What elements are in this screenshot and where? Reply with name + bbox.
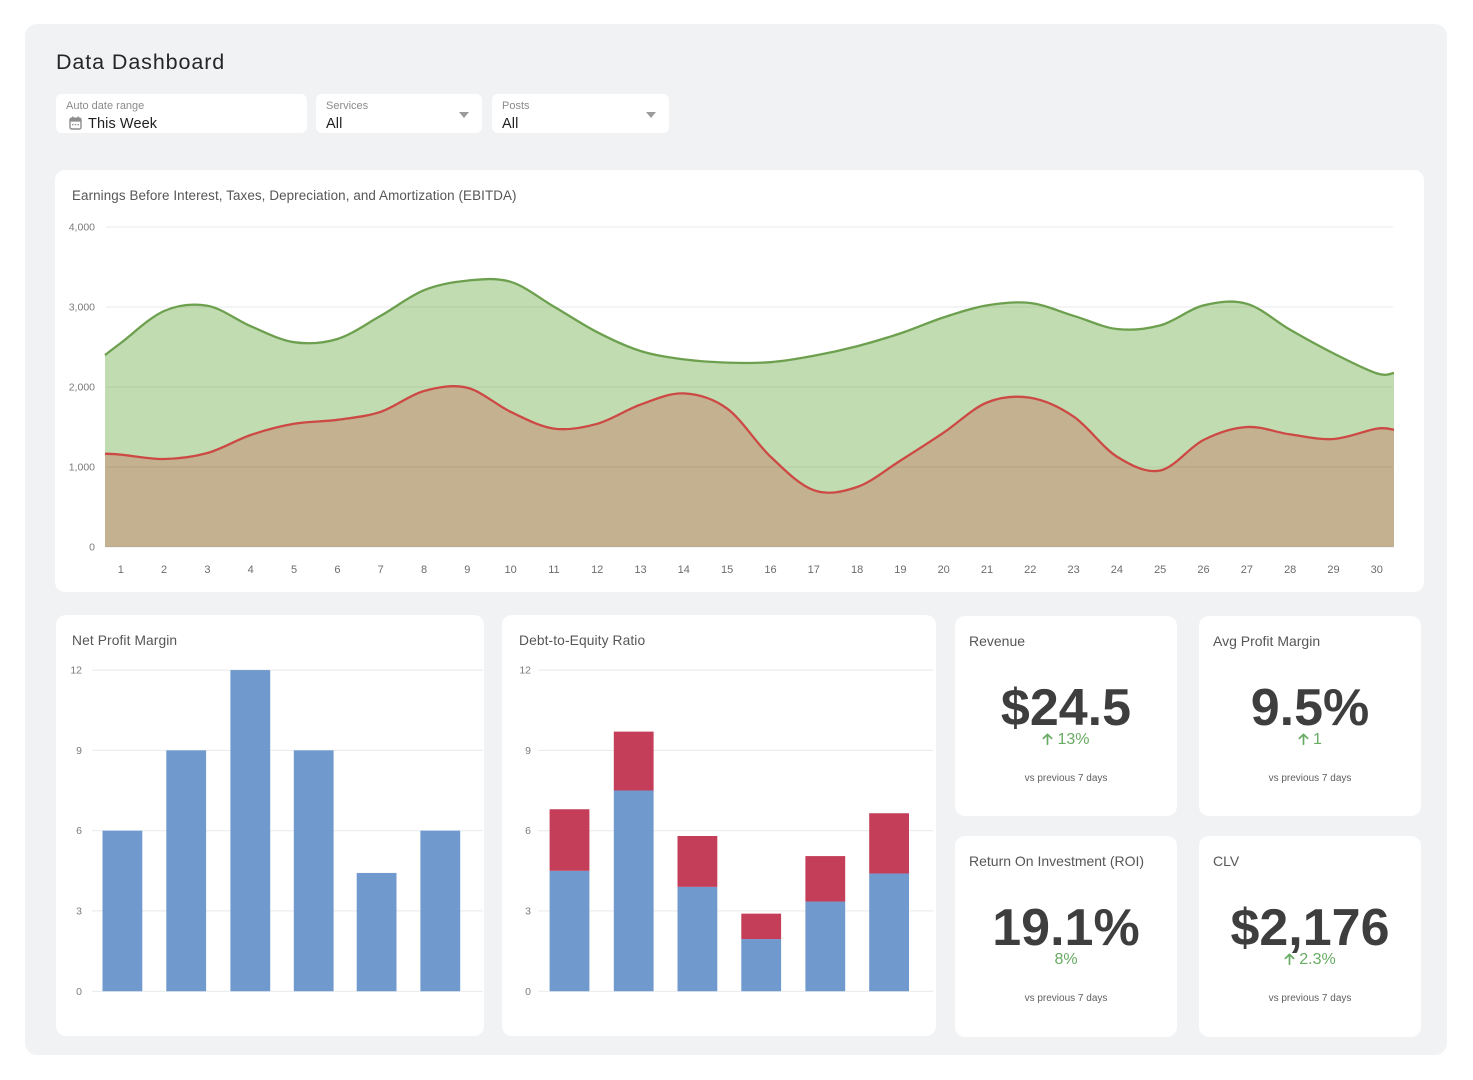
- svg-text:2: 2: [161, 564, 167, 576]
- svg-text:2,000: 2,000: [69, 382, 95, 394]
- svg-text:30: 30: [1371, 564, 1383, 576]
- svg-text:8: 8: [421, 564, 427, 576]
- svg-text:19: 19: [894, 564, 906, 576]
- svg-text:9: 9: [525, 745, 531, 757]
- svg-text:29: 29: [1327, 564, 1339, 576]
- svg-text:22: 22: [1024, 564, 1036, 576]
- svg-text:18: 18: [851, 564, 863, 576]
- svg-text:12: 12: [519, 665, 531, 677]
- svg-text:13: 13: [634, 564, 646, 576]
- svg-text:4: 4: [248, 564, 254, 576]
- svg-text:25: 25: [1154, 564, 1166, 576]
- svg-text:3: 3: [76, 905, 82, 917]
- svg-text:28: 28: [1284, 564, 1296, 576]
- svg-text:5: 5: [291, 564, 297, 576]
- svg-text:6: 6: [76, 825, 82, 837]
- svg-text:9: 9: [464, 564, 470, 576]
- svg-text:27: 27: [1241, 564, 1253, 576]
- svg-text:16: 16: [764, 564, 776, 576]
- svg-text:0: 0: [525, 986, 531, 998]
- svg-text:12: 12: [70, 665, 82, 677]
- svg-text:15: 15: [721, 564, 733, 576]
- svg-text:1: 1: [118, 564, 124, 576]
- svg-text:6: 6: [334, 564, 340, 576]
- svg-text:3: 3: [204, 564, 210, 576]
- svg-text:12: 12: [591, 564, 603, 576]
- svg-text:7: 7: [378, 564, 384, 576]
- svg-text:0: 0: [76, 986, 82, 998]
- svg-text:9: 9: [76, 745, 82, 757]
- svg-text:23: 23: [1067, 564, 1079, 576]
- svg-text:11: 11: [548, 564, 559, 576]
- svg-text:26: 26: [1197, 564, 1209, 576]
- svg-text:3,000: 3,000: [69, 302, 95, 314]
- svg-text:20: 20: [938, 564, 950, 576]
- svg-text:4,000: 4,000: [69, 222, 95, 234]
- svg-text:14: 14: [678, 564, 690, 576]
- svg-text:1,000: 1,000: [69, 462, 95, 474]
- svg-text:0: 0: [89, 542, 95, 554]
- svg-text:17: 17: [808, 564, 820, 576]
- svg-text:6: 6: [525, 825, 531, 837]
- svg-text:21: 21: [981, 564, 993, 576]
- svg-text:10: 10: [504, 564, 516, 576]
- svg-text:3: 3: [525, 905, 531, 917]
- svg-text:24: 24: [1111, 564, 1123, 576]
